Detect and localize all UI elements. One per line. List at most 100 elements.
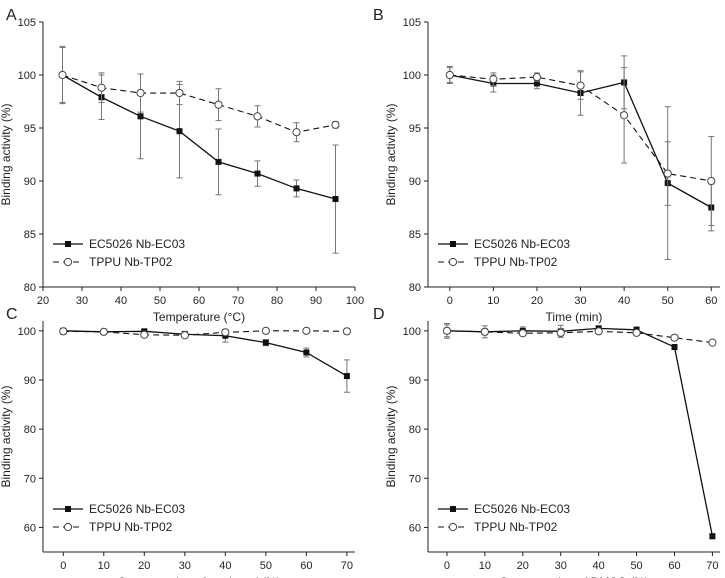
x-tick-label: 70 (232, 295, 244, 307)
x-tick-label: 30 (76, 295, 88, 307)
legend: EC5026 Nb-EC03 TPPU Nb-TP02 (438, 237, 570, 269)
data-point (262, 339, 269, 346)
chart-panel-b: B 80 85 90 95 100 105 0 10 20 30 40 50 60 Time (min) Bi… (373, 7, 720, 324)
data-point (670, 333, 679, 342)
x-tick-label: 10 (479, 560, 491, 572)
x-tick-label: 40 (219, 560, 231, 572)
y-tick-label: 60 (24, 522, 36, 534)
x-tick-label: 20 (37, 295, 49, 307)
data-point (140, 330, 149, 339)
x-tick-label: 50 (630, 560, 642, 572)
legend-marker (448, 257, 458, 267)
data-point (442, 326, 452, 335)
y-tick-label: 95 (24, 123, 36, 135)
legend-label: EC5026 Nb-EC03 (89, 237, 185, 251)
y-axis-title: Binding activity (%) (384, 385, 398, 487)
data-point (489, 75, 498, 84)
series-line (63, 330, 347, 336)
data-point (99, 327, 108, 336)
x-tick-label: 60 (705, 295, 717, 307)
y-axis-title: Binding activity (%) (0, 103, 13, 205)
panel-letter: C (6, 306, 18, 323)
legend-label: TPPU Nb-TP02 (89, 255, 173, 269)
data-point (594, 327, 603, 336)
y-tick-label: 100 (18, 70, 36, 82)
data-point (445, 70, 454, 80)
x-tick-label: 20 (138, 560, 150, 572)
data-point (292, 128, 301, 137)
legend-label: TPPU Nb-TP02 (474, 520, 558, 534)
series-tppu (442, 322, 717, 347)
panel-letter: D (373, 306, 385, 323)
y-tick-label: 70 (24, 473, 36, 485)
x-tick-label: 80 (271, 295, 283, 307)
x-tick-label: 100 (346, 295, 364, 307)
y-tick-label: 60 (409, 522, 421, 534)
data-point (303, 349, 310, 356)
data-point (620, 111, 629, 120)
x-tick-label: 30 (574, 295, 586, 307)
series-line (62, 74, 336, 133)
y-tick-label: 90 (409, 375, 421, 387)
legend-marker (63, 257, 73, 267)
data-point (180, 331, 189, 340)
x-tick-label: 50 (154, 295, 166, 307)
x-tick-label: 50 (260, 560, 272, 572)
y-tick-label: 90 (24, 176, 36, 188)
panel-letter: A (6, 7, 17, 24)
data-point (59, 327, 68, 336)
y-tick-label: 90 (409, 176, 421, 188)
y-tick-label: 70 (409, 473, 421, 485)
data-point (480, 327, 489, 336)
data-point (518, 329, 527, 338)
y-tick-label: 80 (409, 424, 421, 436)
data-point (663, 169, 672, 178)
series-tppu (58, 45, 340, 143)
y-tick-label: 85 (409, 229, 421, 241)
legend-marker (450, 241, 456, 247)
data-point (261, 326, 270, 335)
series-ec5026 (60, 327, 350, 393)
y-tick-label: 100 (403, 70, 421, 82)
data-point (215, 158, 222, 165)
data-point (533, 80, 540, 87)
x-tick-label: 50 (662, 295, 674, 307)
x-tick-label: 60 (193, 295, 205, 307)
legend: EC5026 Nb-EC03 TPPU Nb-TP02 (438, 502, 570, 534)
x-axis-title: Concentration of DMSO (%) (499, 575, 648, 578)
y-tick-label: 80 (409, 282, 421, 294)
x-tick-label: 60 (668, 560, 680, 572)
x-axis-title: Temperature (°C) (153, 310, 245, 324)
legend-label: EC5026 Nb-EC03 (89, 502, 185, 516)
data-point (254, 170, 261, 177)
x-tick-label: 0 (444, 560, 450, 572)
x-axis-title: Concentration of methanol (%) (118, 575, 281, 578)
series-tppu (445, 66, 716, 227)
y-tick-label: 100 (403, 326, 421, 338)
x-tick-label: 20 (517, 560, 529, 572)
data-point (293, 185, 300, 192)
series-tppu (59, 326, 351, 340)
data-point (556, 328, 565, 337)
x-axis-title: Time (min) (546, 310, 603, 324)
legend-marker (65, 241, 71, 247)
x-tick-label: 40 (618, 295, 630, 307)
data-point (331, 120, 340, 129)
y-tick-label: 90 (24, 375, 36, 387)
data-point (709, 533, 716, 540)
x-tick-label: 90 (310, 295, 322, 307)
legend-marker (65, 506, 71, 512)
data-point (576, 81, 585, 90)
y-axis-title: Binding activity (%) (0, 385, 13, 487)
x-tick-label: 40 (593, 560, 605, 572)
x-tick-label: 10 (98, 560, 110, 572)
legend-label: EC5026 Nb-EC03 (474, 502, 570, 516)
y-tick-label: 95 (409, 123, 421, 135)
series-line (62, 74, 336, 200)
chart-panel-c: C 60 70 80 90 100 0 10 20 30 40 50 60 70 Concentration… (0, 306, 355, 578)
y-tick-label: 80 (24, 424, 36, 436)
y-tick-label: 100 (18, 326, 36, 338)
data-point (632, 328, 641, 337)
y-tick-label: 80 (24, 282, 36, 294)
